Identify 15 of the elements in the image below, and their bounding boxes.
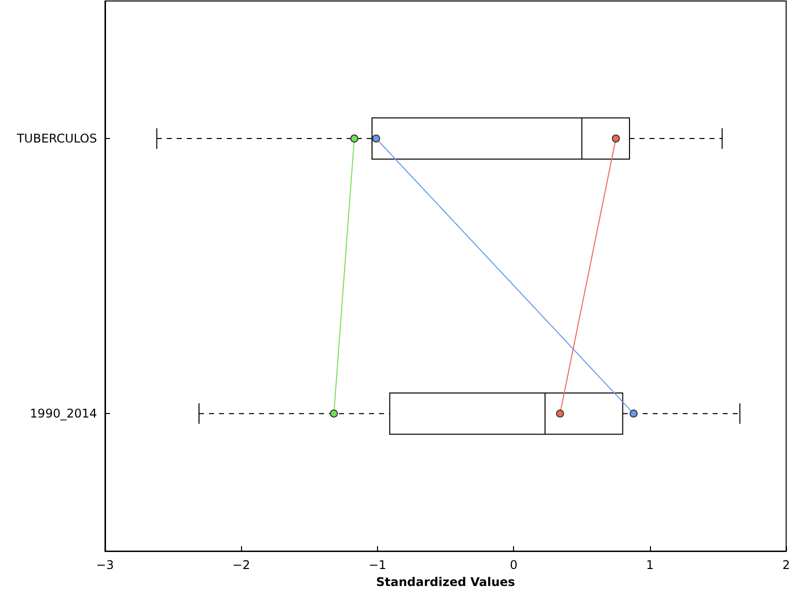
- point: [372, 134, 380, 143]
- x-tick-label: −3: [96, 558, 114, 572]
- point: [330, 410, 338, 418]
- x-axis-title: Standardized Values: [376, 575, 516, 589]
- point: [350, 134, 358, 143]
- y-tick-label: 1990_2014: [30, 406, 97, 421]
- x-tick-label: 2: [782, 558, 790, 572]
- point: [612, 134, 620, 143]
- x-tick-label: 1: [646, 558, 654, 572]
- point: [630, 410, 638, 418]
- y-tick-label: TUBERCULOS: [16, 132, 97, 146]
- point: [556, 410, 564, 418]
- x-tick-label: −2: [232, 558, 250, 572]
- x-tick-label: 0: [510, 558, 518, 572]
- x-tick-label: −1: [368, 558, 386, 572]
